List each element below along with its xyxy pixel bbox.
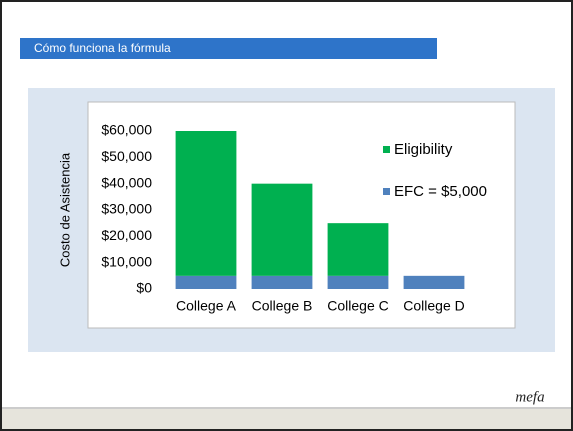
y-axis-title: Costo de Asistencia: [57, 152, 72, 267]
header-bar: [20, 38, 437, 59]
logo: mefa: [515, 389, 544, 405]
y-tick-label: $10,000: [101, 253, 152, 269]
legend-swatch: [383, 188, 390, 195]
chart-area: [87, 101, 516, 329]
y-tick-label: $30,000: [101, 201, 152, 217]
bar-segment: [175, 131, 237, 276]
header-title: Cómo funciona la fórmula: [34, 41, 171, 55]
legend-label: Eligibility: [394, 141, 453, 158]
x-tick-label: College C: [327, 298, 388, 314]
legend-label: EFC = $5,000: [394, 183, 487, 200]
x-tick-label: College B: [252, 298, 313, 314]
legend-swatch: [383, 146, 390, 153]
bar-segment: [251, 275, 313, 289]
footer-strip: [2, 409, 571, 429]
y-tick-label: $50,000: [101, 148, 152, 164]
y-tick-label: $40,000: [101, 174, 152, 190]
y-tick-label: $20,000: [101, 227, 152, 243]
bar-segment: [403, 275, 465, 289]
bar-segment: [327, 275, 389, 289]
bar-segment: [327, 223, 389, 276]
x-tick-label: College D: [403, 298, 464, 314]
y-tick-label: $0: [136, 280, 152, 296]
y-tick-label: $60,000: [101, 122, 152, 138]
bar-segment: [175, 275, 237, 289]
x-tick-label: College A: [176, 298, 237, 314]
bar-segment: [251, 183, 313, 276]
